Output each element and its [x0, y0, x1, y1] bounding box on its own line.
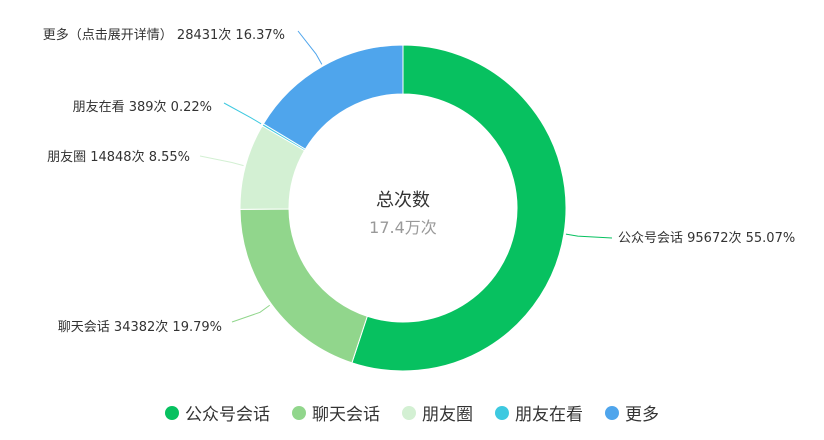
slice-label: 更多（点击展开详情） 28431次 16.37% — [43, 27, 285, 43]
legend-item[interactable]: 聊天会话 — [292, 400, 380, 425]
slice-label: 聊天会话 34382次 19.79% — [58, 319, 222, 335]
legend-item[interactable]: 更多 — [605, 400, 659, 425]
center-title: 总次数 — [376, 190, 430, 211]
legend-dot-icon — [495, 405, 509, 420]
legend-item[interactable]: 朋友圈 — [402, 400, 473, 425]
center-value: 17.4万次 — [369, 218, 437, 237]
legend-item[interactable]: 公众号会话 — [165, 400, 270, 425]
legend-dot-icon — [292, 405, 306, 420]
legend-label: 聊天会话 — [312, 405, 380, 425]
slice-label: 朋友圈 14848次 8.55% — [47, 149, 190, 165]
legend-label: 公众号会话 — [185, 405, 270, 425]
label-line — [231, 304, 271, 323]
label-line — [199, 155, 244, 167]
legend-label: 朋友圈 — [422, 405, 473, 425]
slice-label: 朋友在看 389次 0.22% — [73, 99, 212, 115]
legend-label: 更多 — [625, 405, 659, 425]
legend-dot-icon — [605, 405, 619, 420]
legend-dot-icon — [402, 405, 416, 420]
slice-更多[interactable] — [262, 44, 404, 150]
legend: 公众号会话 聊天会话 朋友圈 朋友在看 更多 — [0, 400, 824, 425]
slice-聊天会话[interactable] — [239, 208, 368, 364]
label-line — [297, 30, 323, 65]
label-line — [565, 233, 613, 239]
legend-dot-icon — [165, 405, 179, 420]
legend-label: 朋友在看 — [515, 405, 583, 425]
legend-item[interactable]: 朋友在看 — [495, 400, 583, 425]
slice-公众号会话[interactable] — [351, 44, 567, 372]
slice-label: 公众号会话 95672次 55.07% — [618, 230, 795, 246]
label-line — [223, 102, 262, 125]
